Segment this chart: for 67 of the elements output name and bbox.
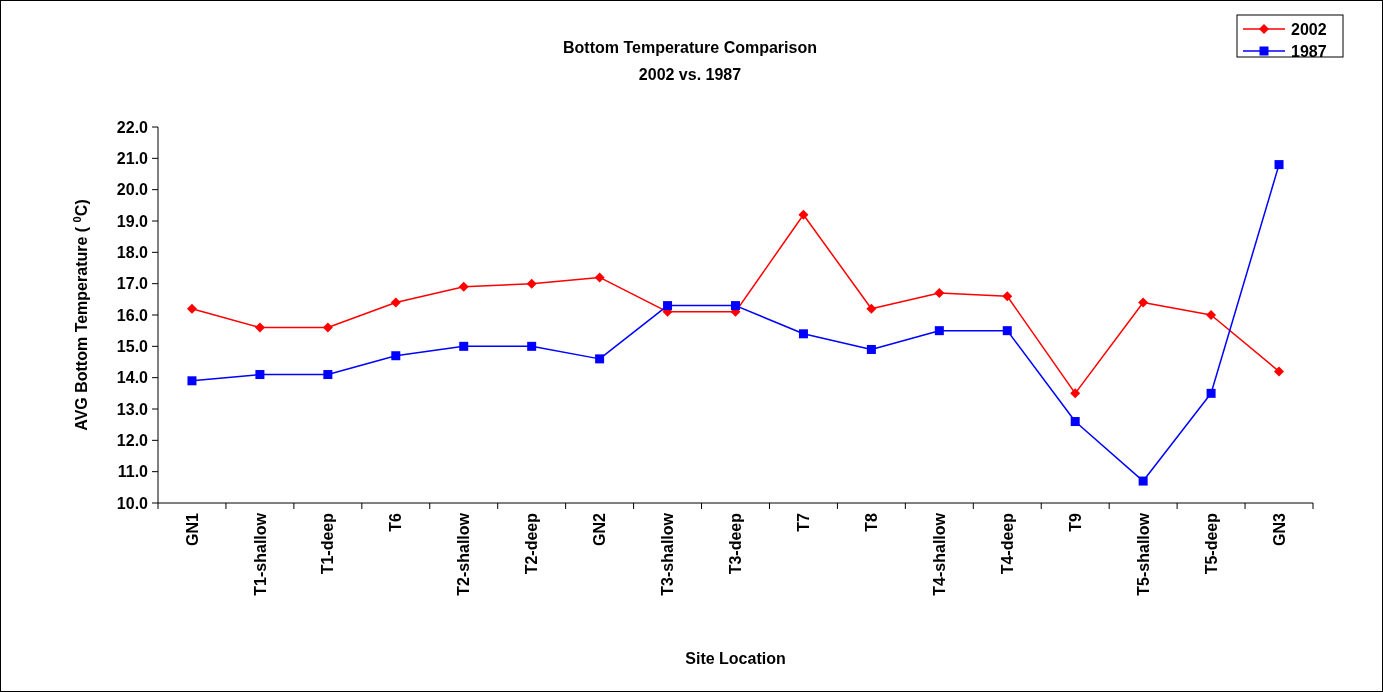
x-tick-label: T1-shallow bbox=[251, 512, 269, 596]
legend-label: 1987 bbox=[1291, 42, 1327, 60]
point bbox=[255, 370, 265, 380]
y-tick-label: 14.0 bbox=[116, 369, 149, 387]
point bbox=[934, 288, 945, 299]
x-tick-label: T4-deep bbox=[998, 512, 1016, 575]
y-tick-label: 13.0 bbox=[116, 400, 149, 418]
point bbox=[187, 376, 197, 386]
point bbox=[459, 341, 469, 351]
point bbox=[1070, 417, 1080, 427]
point bbox=[458, 281, 469, 292]
point bbox=[1138, 297, 1149, 308]
x-tick-label: T2-deep bbox=[523, 512, 541, 575]
point bbox=[1206, 310, 1217, 320]
x-tick-label: T7 bbox=[795, 512, 813, 532]
x-tick-label: T9 bbox=[1066, 512, 1084, 532]
point bbox=[798, 209, 809, 220]
point bbox=[866, 303, 877, 314]
y-tick-label: 15.0 bbox=[116, 337, 149, 355]
point bbox=[1138, 476, 1148, 486]
point bbox=[390, 297, 401, 308]
y-tick-label: 22.0 bbox=[116, 118, 149, 136]
x-tick-label: T3-shallow bbox=[659, 512, 677, 596]
chart-title: Bottom Temperature Comparison bbox=[563, 39, 817, 56]
y-tick-label: 10.0 bbox=[116, 494, 149, 512]
point bbox=[254, 322, 265, 333]
x-tick-label: T2-shallow bbox=[455, 512, 473, 596]
x-tick-label: GN3 bbox=[1270, 512, 1288, 546]
y-tick-label: 11.0 bbox=[117, 463, 149, 481]
x-axis-title: Site Location bbox=[685, 650, 786, 667]
point bbox=[1070, 388, 1081, 399]
point bbox=[934, 326, 944, 336]
point bbox=[526, 278, 537, 289]
point bbox=[323, 370, 333, 380]
y-tick-label: 16.0 bbox=[116, 306, 149, 324]
y-tick-label: 19.0 bbox=[116, 212, 149, 230]
x-tick-label: GN2 bbox=[591, 512, 609, 546]
point bbox=[1274, 366, 1285, 377]
legend-label: 2002 bbox=[1291, 20, 1327, 38]
point bbox=[1206, 388, 1216, 398]
y-tick-label: 17.0 bbox=[116, 275, 149, 293]
x-tick-label: T1-deep bbox=[319, 512, 337, 575]
x-tick-label: T6 bbox=[387, 512, 405, 532]
y-tick-label: 12.0 bbox=[116, 431, 149, 449]
y-tick-label: 18.0 bbox=[116, 243, 149, 261]
point bbox=[866, 344, 876, 354]
point bbox=[1002, 326, 1012, 336]
point bbox=[186, 303, 197, 314]
point bbox=[322, 322, 333, 333]
x-tick-label: T8 bbox=[862, 512, 880, 532]
y-tick-label: 21.0 bbox=[116, 149, 149, 167]
x-tick-label: T3-deep bbox=[727, 512, 745, 575]
point bbox=[391, 351, 401, 361]
point bbox=[594, 272, 605, 283]
point bbox=[1274, 160, 1284, 170]
x-tick-label: T5-shallow bbox=[1134, 512, 1152, 596]
point bbox=[663, 301, 673, 311]
x-tick-label: GN1 bbox=[183, 512, 201, 546]
x-tick-label: T4-shallow bbox=[930, 512, 948, 596]
point bbox=[731, 301, 740, 311]
point bbox=[527, 341, 537, 351]
x-tick-label: T5-deep bbox=[1202, 512, 1220, 575]
chart-subtitle: 2002 vs. 1987 bbox=[638, 66, 742, 83]
point bbox=[595, 354, 605, 364]
point bbox=[798, 329, 808, 339]
point bbox=[1002, 291, 1013, 302]
y-tick-label: 20.0 bbox=[116, 181, 149, 199]
